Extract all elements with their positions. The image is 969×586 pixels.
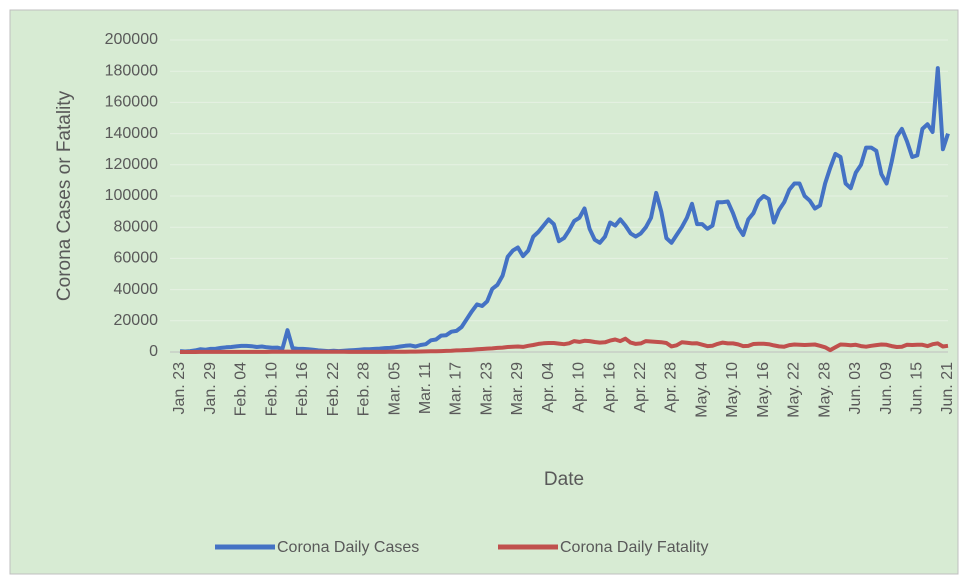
x-tick-label: Feb. 10 — [263, 362, 280, 416]
series-line — [179, 66, 950, 354]
y-tick-label: 100000 — [105, 187, 158, 204]
x-tick-label: Mar. 29 — [509, 362, 526, 415]
x-tick-label: Mar. 05 — [386, 362, 403, 415]
x-tick-label: Jun. 21 — [939, 362, 956, 415]
x-tick-label: May. 22 — [786, 362, 803, 418]
y-tick-label: 0 — [149, 343, 158, 360]
x-tick-label: Feb. 04 — [233, 362, 250, 416]
x-tick-label: Jun. 15 — [908, 362, 925, 415]
x-tick-label: Feb. 22 — [325, 362, 342, 416]
x-tick-label: Apr. 16 — [601, 362, 618, 413]
y-tick-label: 180000 — [105, 62, 158, 79]
x-tick-label: Jan. 23 — [171, 362, 188, 415]
x-axis-title: Date — [544, 469, 584, 490]
x-tick-label: Apr. 22 — [632, 362, 649, 413]
x-tick-label: May. 04 — [693, 362, 710, 418]
y-tick-label: 20000 — [114, 312, 159, 329]
x-tick-label: May. 16 — [755, 362, 772, 418]
y-axis-title: Corona Cases or Fatality — [54, 90, 75, 301]
x-tick-label: Apr. 04 — [540, 362, 557, 413]
chart-background — [9, 9, 959, 575]
y-tick-label: 200000 — [105, 31, 158, 48]
x-tick-label: Mar. 11 — [417, 362, 434, 414]
legend-label: Corona Daily Cases — [277, 539, 419, 556]
series-line — [180, 336, 949, 354]
x-tick-label: Mar. 23 — [478, 362, 495, 415]
y-tick-label: 80000 — [114, 218, 159, 235]
x-tick-label: May. 28 — [816, 362, 833, 418]
y-tick-label: 160000 — [105, 94, 158, 111]
legend-label: Corona Daily Fatality — [560, 539, 709, 556]
x-tick-label: Feb. 16 — [294, 362, 311, 416]
x-tick-label: Jun. 09 — [878, 362, 895, 415]
x-tick-label: Apr. 28 — [663, 362, 680, 413]
x-tick-label: Mar. 17 — [448, 362, 465, 415]
y-tick-label: 40000 — [114, 281, 159, 298]
y-tick-label: 120000 — [105, 156, 158, 173]
y-tick-label: 60000 — [114, 250, 159, 267]
x-tick-label: Jan. 29 — [202, 362, 219, 415]
x-tick-label: Feb. 28 — [356, 362, 373, 416]
y-tick-label: 140000 — [105, 125, 158, 142]
x-tick-label: May. 10 — [724, 362, 741, 418]
x-tick-label: Jun. 03 — [847, 362, 864, 415]
x-tick-label: Apr. 10 — [571, 362, 588, 413]
